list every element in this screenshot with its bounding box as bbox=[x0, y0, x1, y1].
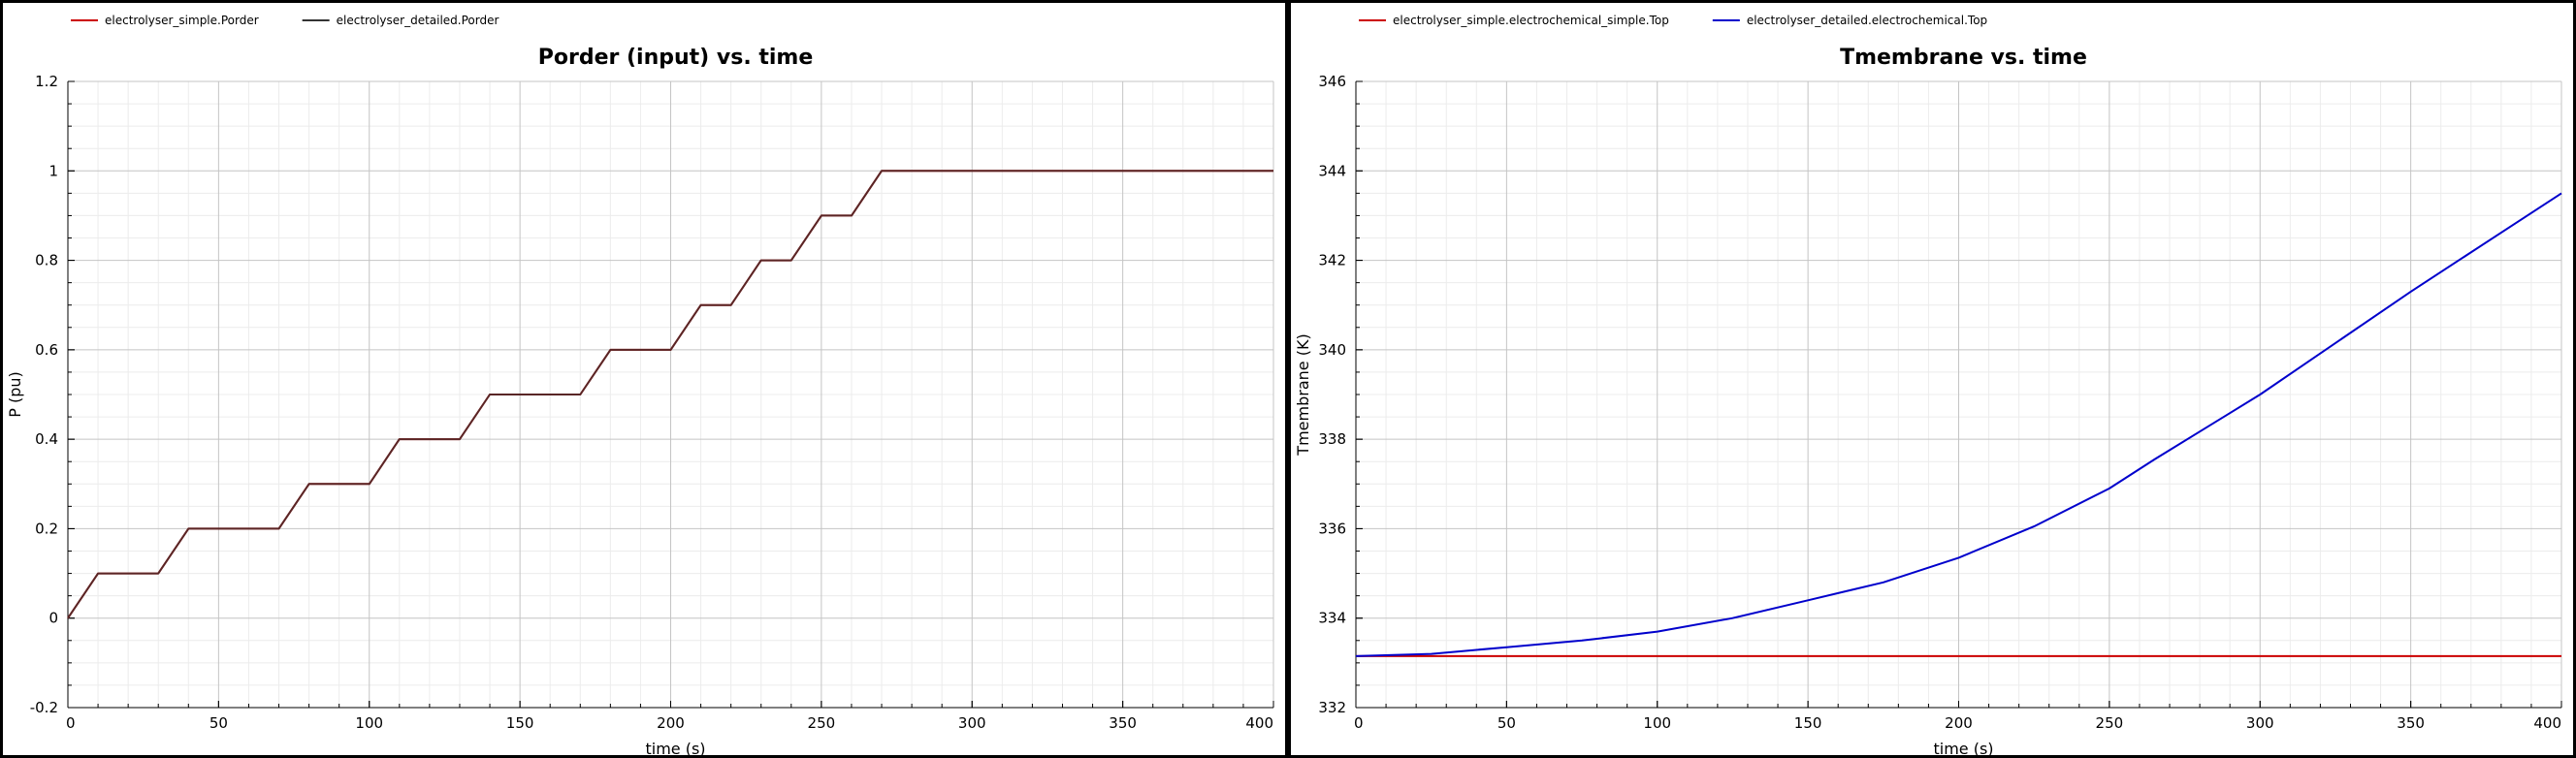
x-tick-label: 0 bbox=[1354, 714, 1364, 732]
x-tick-label: 50 bbox=[1497, 714, 1516, 732]
x-tick-label: 350 bbox=[1109, 714, 1137, 732]
x-tick-label: 0 bbox=[66, 714, 76, 732]
series-line-2 bbox=[67, 170, 1273, 619]
x-tick-label: 350 bbox=[2397, 714, 2425, 732]
x-tick-label: 200 bbox=[1945, 714, 1973, 732]
x-tick-label: 200 bbox=[657, 714, 685, 732]
series-line-2 bbox=[1355, 192, 2562, 657]
y-tick-label: 0.8 bbox=[35, 252, 58, 269]
x-tick-label: 300 bbox=[958, 714, 986, 732]
y-tick-label: 332 bbox=[1318, 699, 1346, 716]
y-tick-label: 346 bbox=[1318, 73, 1346, 90]
y-tick-label: 340 bbox=[1318, 341, 1346, 359]
chart-panel-porder: 0 50 100 150 200 250 300 350 400 -0.2 0 0.2 0.4 0.6 0.… bbox=[0, 0, 1288, 758]
x-tick-label: 150 bbox=[506, 714, 534, 732]
legend-entry: electrolyser_detailed.electrochemical.To… bbox=[1747, 14, 1987, 27]
x-tick-label: 150 bbox=[1794, 714, 1822, 732]
y-axis-label: P (pu) bbox=[6, 371, 24, 418]
x-tick-label: 250 bbox=[808, 714, 836, 732]
y-tick-label: 1 bbox=[48, 162, 58, 179]
x-tick-label: 100 bbox=[1643, 714, 1671, 732]
chart-panel-tmembrane: 0 50 100 150 200 250 300 350 400 332 334 336 338 340 3… bbox=[1288, 0, 2576, 758]
legend-entry: electrolyser_detailed.Porder bbox=[337, 14, 499, 27]
porder-chart: 0 50 100 150 200 250 300 350 400 -0.2 0 0.2 0.4 0.6 0.… bbox=[6, 14, 1274, 755]
y-tick-label: 0 bbox=[48, 610, 58, 627]
x-axis-label: time (s) bbox=[1933, 740, 1993, 755]
y-tick-label: -0.2 bbox=[30, 699, 58, 716]
y-tick-label: 0.4 bbox=[35, 430, 58, 448]
x-tick-label: 300 bbox=[2246, 714, 2274, 732]
y-tick-label: 0.2 bbox=[35, 520, 58, 537]
y-tick-label: 336 bbox=[1318, 520, 1346, 537]
y-tick-label: 0.6 bbox=[35, 341, 58, 359]
chart-title: Porder (input) vs. time bbox=[538, 46, 814, 70]
y-tick-label: 338 bbox=[1318, 430, 1346, 448]
x-tick-label: 50 bbox=[209, 714, 228, 732]
x-axis-label: time (s) bbox=[645, 740, 705, 755]
x-tick-label: 400 bbox=[1245, 714, 1273, 732]
y-tick-label: 1.2 bbox=[35, 73, 58, 90]
x-tick-label: 100 bbox=[355, 714, 383, 732]
legend-entry: electrolyser_simple.electrochemical_simp… bbox=[1393, 14, 1669, 27]
y-tick-label: 344 bbox=[1318, 162, 1346, 179]
y-tick-label: 334 bbox=[1318, 610, 1346, 627]
x-tick-label: 250 bbox=[2096, 714, 2124, 732]
legend-entry: electrolyser_simple.Porder bbox=[105, 14, 259, 27]
chart-title: Tmembrane vs. time bbox=[1840, 46, 2087, 70]
y-tick-label: 342 bbox=[1318, 252, 1346, 269]
x-tick-label: 400 bbox=[2533, 714, 2561, 732]
y-axis-label: Tmembrane (K) bbox=[1294, 333, 1312, 456]
tmembrane-chart: 0 50 100 150 200 250 300 350 400 332 334 336 338 340 3… bbox=[1294, 14, 2562, 755]
